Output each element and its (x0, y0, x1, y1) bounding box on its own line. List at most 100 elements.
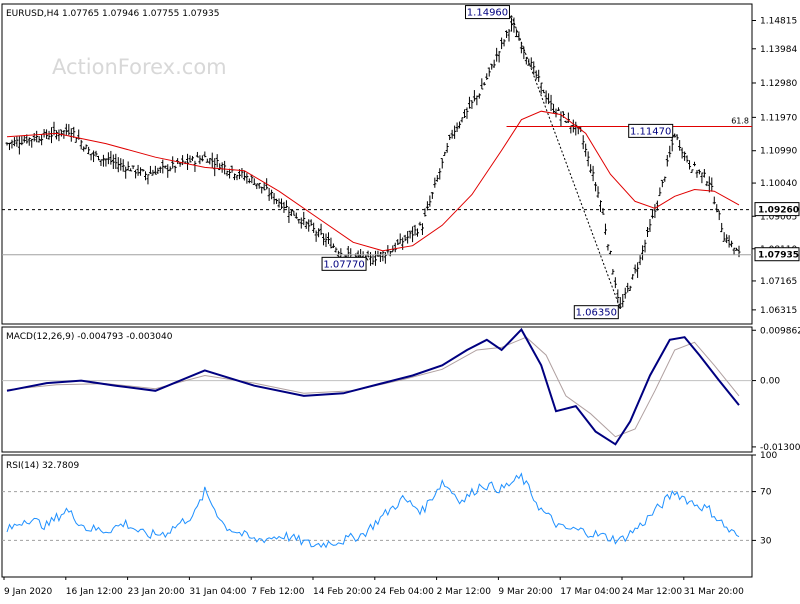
price-bar (309, 219, 313, 226)
price-bar (507, 29, 511, 42)
price-bar (97, 155, 100, 161)
price-bar (453, 125, 457, 139)
price-bar (695, 170, 699, 178)
panel-headers: EURUSD,H4 1.07765 1.07946 1.07755 1.0793… (6, 9, 219, 471)
price-bar (636, 262, 640, 278)
panel-frame-macd (1, 326, 753, 453)
price-bar (727, 235, 731, 248)
price-bar (472, 90, 476, 102)
price-bar (685, 155, 689, 163)
price-bar (490, 63, 494, 70)
price-bar (589, 164, 593, 174)
price-bar (54, 130, 58, 140)
price-bar (594, 182, 598, 192)
x-tick-label: 9 Jan 2020 (4, 587, 52, 597)
price-level-text: 1.09260 (758, 206, 799, 216)
price-bar (136, 164, 140, 176)
price-bar (608, 250, 612, 255)
price-bar (143, 171, 147, 181)
annotation-box (573, 305, 619, 320)
macd-y-tick-label: 0.00 (760, 377, 780, 387)
price-bar (403, 234, 407, 242)
x-tick-label: 9 Mar 20:00 (498, 587, 553, 597)
price-bar (465, 107, 469, 119)
price-bar (678, 140, 682, 151)
ohlc-bars (5, 17, 741, 310)
price-header: EURUSD,H4 1.07765 1.07946 1.07755 1.0793… (6, 9, 219, 19)
price-bar (245, 173, 249, 184)
price-bar (40, 134, 44, 146)
price-bar (247, 178, 251, 184)
price-bar (255, 183, 259, 190)
price-bar (638, 254, 642, 266)
price-bar (378, 251, 382, 262)
price-bar (319, 223, 323, 236)
x-tick-label: 17 Mar 04:00 (560, 587, 620, 597)
price-bar (599, 200, 603, 212)
price-bar (522, 46, 526, 60)
macd-y-tick-label: 0.009862 (760, 326, 800, 336)
rsi-panel[interactable] (2, 472, 752, 549)
y-tick-label: 1.11970 (760, 113, 797, 123)
annotation-pointer (672, 134, 676, 138)
price-bar (428, 195, 432, 207)
annotation-label: 1.14960 (467, 8, 508, 19)
price-bar (101, 154, 105, 167)
price-bar (37, 136, 41, 143)
annotation-label: 1.11470 (630, 126, 671, 137)
price-bar (30, 138, 34, 148)
annotation-box (628, 123, 674, 138)
price-bar (223, 160, 227, 175)
price-bar (482, 82, 486, 86)
price-bar (544, 90, 548, 104)
price-bar (299, 217, 303, 229)
price-bar (139, 167, 143, 176)
y-tick-label: 1.14815 (760, 17, 797, 27)
rsi-y-tick-label: 100 (760, 451, 777, 461)
fib-label: 61.8 (731, 117, 749, 126)
price-bar (134, 169, 138, 179)
rsi-line (6, 472, 740, 549)
price-bar (732, 247, 736, 256)
price-bar (371, 255, 375, 265)
y-tick-label: 1.10040 (760, 179, 797, 189)
macd-signal-line (6, 336, 740, 438)
price-bar (606, 244, 610, 251)
price-bar (475, 95, 479, 106)
price-bar (539, 82, 543, 95)
price-bar (611, 268, 615, 275)
rsi-y-tick-label: 70 (760, 488, 772, 498)
price-bar (250, 174, 254, 184)
price-bar (141, 169, 145, 172)
price-bar (302, 211, 306, 226)
price-bar (173, 165, 177, 173)
price-bar (292, 210, 296, 216)
price-bar (564, 120, 568, 123)
price-bar (566, 112, 570, 123)
price-bar (710, 177, 714, 192)
price-bar (668, 145, 672, 158)
annotation-label: 1.07770 (323, 259, 364, 270)
price-bar (418, 221, 422, 226)
price-bar (92, 150, 96, 163)
price-bar (50, 127, 54, 144)
x-tick-label: 16 Jan 12:00 (66, 587, 123, 597)
rsi-header: RSI(14) 32.7809 (6, 461, 79, 471)
price-bar (124, 166, 128, 179)
watermark: ActionForex.com (52, 55, 227, 79)
price-bar (707, 176, 711, 193)
price-panel[interactable]: 1.14960 1.11470 1.07770 1.06350 (2, 5, 752, 320)
price-bar (438, 168, 442, 180)
macd-panel[interactable] (2, 327, 752, 446)
price-bar (99, 159, 103, 167)
swing-connector (511, 15, 621, 309)
price-bar (35, 130, 39, 143)
price-bar (171, 156, 175, 169)
price-bar (443, 151, 447, 157)
price-bar (433, 177, 437, 188)
price-bar (445, 142, 449, 153)
price-annotation: 1.14960 (464, 5, 512, 20)
annotation-pointer (509, 15, 512, 19)
x-tick-label: 7 Feb 12:00 (251, 587, 305, 597)
